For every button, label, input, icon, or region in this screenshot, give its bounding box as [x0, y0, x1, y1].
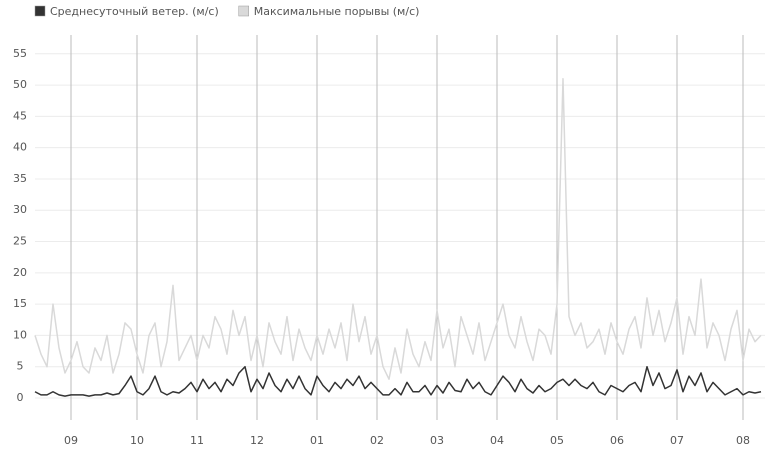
y-tick-label: 55: [13, 47, 27, 60]
x-tick-label: 06: [610, 434, 624, 447]
y-tick-label: 45: [13, 109, 27, 122]
legend-swatch: [238, 5, 249, 17]
x-tick-label: 08: [736, 434, 750, 447]
x-tick-label: 12: [250, 434, 264, 447]
y-tick-label: 10: [13, 328, 27, 341]
series-line: [34, 78, 762, 380]
legend-label: Среднесуточный ветер. (м/с): [50, 5, 219, 18]
series-line: [34, 365, 762, 397]
x-tick-label: 10: [130, 434, 144, 447]
x-tick-label: 04: [490, 434, 504, 447]
x-tick-label: 11: [190, 434, 204, 447]
y-tick-label: 25: [13, 235, 27, 248]
x-tick-label: 03: [430, 434, 444, 447]
y-tick-label: 50: [13, 78, 27, 91]
y-tick-label: 20: [13, 266, 27, 279]
x-tick-label: 09: [64, 434, 78, 447]
x-tick-label: 01: [310, 434, 324, 447]
x-tick-label: 02: [370, 434, 384, 447]
y-tick-label: 0: [17, 391, 24, 404]
legend-swatch: [34, 5, 46, 17]
y-tick-label: 5: [17, 360, 24, 373]
legend-label: Максимальные порывы (м/с): [254, 5, 420, 18]
y-tick-label: 35: [13, 172, 27, 185]
x-tick-label: 05: [550, 434, 564, 447]
y-tick-label: 30: [13, 203, 27, 216]
y-tick-label: 40: [13, 141, 27, 154]
y-tick-label: 15: [13, 297, 27, 310]
x-tick-label: 07: [670, 434, 684, 447]
